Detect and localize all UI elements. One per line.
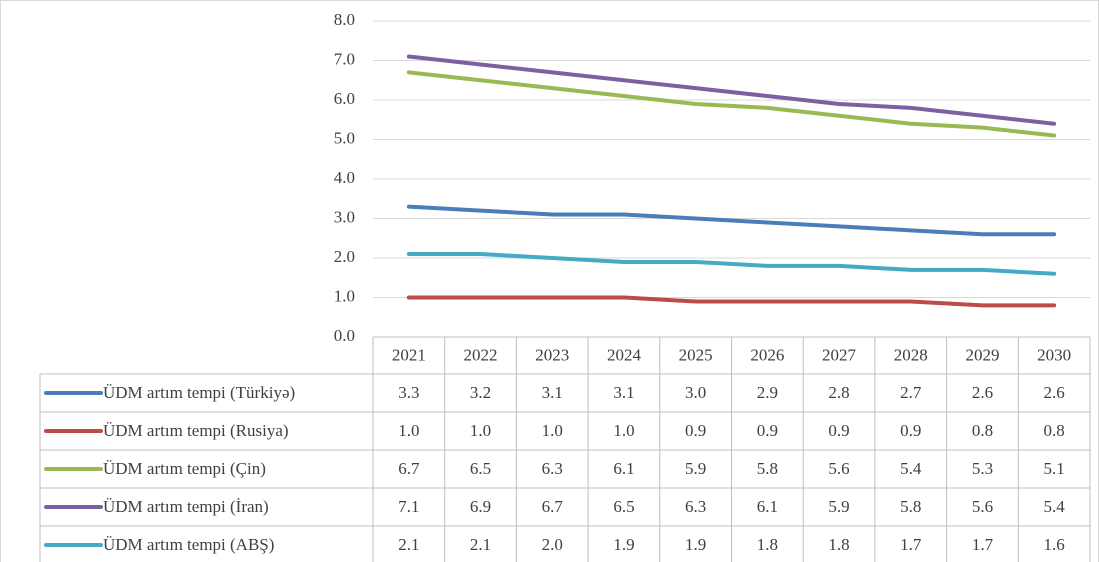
table-value: 2.1 [470, 535, 491, 554]
legend-label: ÜDM artım tempi (Rusiya) [103, 421, 289, 440]
y-tick-label: 0.0 [334, 326, 355, 345]
table-value: 2.0 [542, 535, 563, 554]
x-tick-label: 2026 [750, 345, 784, 364]
table-value: 1.0 [542, 421, 563, 440]
series-line [406, 295, 1057, 308]
table-value: 1.8 [757, 535, 778, 554]
x-tick-label: 2030 [1037, 345, 1071, 364]
table-value: 1.0 [613, 421, 634, 440]
x-tick-label: 2029 [965, 345, 999, 364]
table-value: 1.8 [828, 535, 849, 554]
y-tick-label: 1.0 [334, 286, 355, 305]
series-line [406, 252, 1057, 276]
x-tick-label: 2023 [535, 345, 569, 364]
table-value: 6.7 [542, 497, 564, 516]
legend-label: ÜDM artım tempi (Türkiyə) [103, 383, 295, 402]
table-value: 0.9 [685, 421, 706, 440]
table-value: 0.9 [900, 421, 921, 440]
table-value: 3.3 [398, 383, 419, 402]
table-value: 5.1 [1044, 459, 1065, 478]
table-value: 2.6 [1044, 383, 1065, 402]
legend-label: ÜDM artım tempi (İran) [103, 497, 269, 516]
table-value: 5.4 [1044, 497, 1066, 516]
table-value: 5.8 [757, 459, 778, 478]
table-value: 6.9 [470, 497, 491, 516]
y-tick-label: 2.0 [334, 247, 355, 266]
series-line [406, 70, 1057, 138]
table-value: 0.8 [972, 421, 993, 440]
table-value: 5.6 [828, 459, 849, 478]
table-value: 0.9 [757, 421, 778, 440]
table-value: 3.2 [470, 383, 491, 402]
x-tick-label: 2021 [392, 345, 426, 364]
table-value: 6.5 [470, 459, 491, 478]
table-value: 2.1 [398, 535, 419, 554]
table-value: 2.6 [972, 383, 993, 402]
table-value: 2.9 [757, 383, 778, 402]
series-line [406, 204, 1057, 237]
table-value: 1.7 [900, 535, 922, 554]
table-value: 3.1 [613, 383, 634, 402]
table-value: 7.1 [398, 497, 419, 516]
y-tick-label: 8.0 [334, 10, 355, 29]
table-value: 5.4 [900, 459, 922, 478]
legend-label: ÜDM artım tempi (ABŞ) [103, 535, 274, 554]
table-value: 6.1 [613, 459, 634, 478]
table-value: 3.1 [542, 383, 563, 402]
table-value: 0.9 [828, 421, 849, 440]
y-tick-label: 6.0 [334, 89, 355, 108]
table-value: 3.0 [685, 383, 706, 402]
y-tick-label: 7.0 [334, 49, 355, 68]
x-tick-label: 2027 [822, 345, 857, 364]
table-value: 5.8 [900, 497, 921, 516]
series-line [406, 54, 1057, 126]
table-value: 1.0 [398, 421, 419, 440]
table-value: 1.9 [685, 535, 706, 554]
table-value: 6.1 [757, 497, 778, 516]
table-value: 1.6 [1044, 535, 1065, 554]
table-value: 5.6 [972, 497, 993, 516]
legend-label: ÜDM artım tempi (Çin) [103, 459, 266, 478]
x-tick-label: 2025 [679, 345, 713, 364]
table-value: 2.7 [900, 383, 922, 402]
x-tick-label: 2022 [464, 345, 498, 364]
table-value: 0.8 [1044, 421, 1065, 440]
table-value: 6.3 [685, 497, 706, 516]
table-value: 6.3 [542, 459, 563, 478]
x-tick-label: 2024 [607, 345, 642, 364]
table-value: 2.8 [828, 383, 849, 402]
table-value: 5.3 [972, 459, 993, 478]
table-value: 5.9 [828, 497, 849, 516]
table-value: 1.7 [972, 535, 994, 554]
y-tick-label: 4.0 [334, 168, 355, 187]
table-value: 5.9 [685, 459, 706, 478]
table-value: 6.7 [398, 459, 420, 478]
y-tick-label: 3.0 [334, 207, 355, 226]
x-tick-label: 2028 [894, 345, 928, 364]
table-value: 1.0 [470, 421, 491, 440]
table-value: 1.9 [613, 535, 634, 554]
table-value: 6.5 [613, 497, 634, 516]
y-tick-label: 5.0 [334, 128, 355, 147]
